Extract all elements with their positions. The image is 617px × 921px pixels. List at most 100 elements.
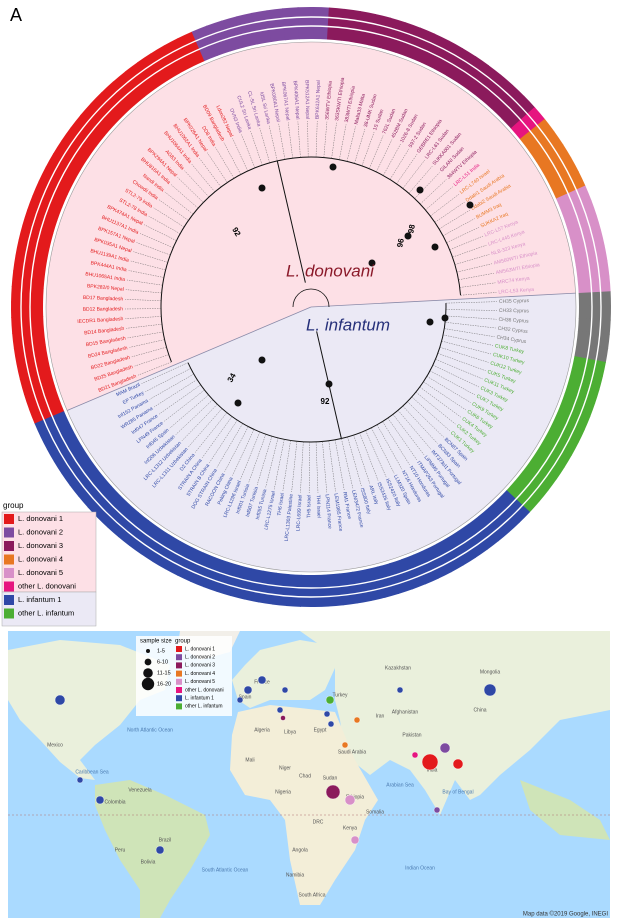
tip-label: CH34 Cyprus — [496, 334, 527, 345]
map-label: China — [473, 707, 486, 713]
tip-branch — [131, 346, 167, 358]
map-label: Bolivia — [141, 859, 156, 865]
size-key — [144, 658, 152, 666]
size-key-label: 16-20 — [157, 681, 171, 687]
group-ring — [13, 254, 48, 276]
tip-label: LPN114 France — [324, 494, 333, 529]
group-ring — [510, 107, 546, 140]
clade-label: L. infantum — [306, 315, 390, 334]
group-ring — [514, 470, 549, 502]
group-ring — [530, 450, 565, 480]
tip-branch — [175, 399, 213, 435]
tip-branch — [420, 179, 447, 205]
tip-label: CH32 Cyprus — [497, 326, 528, 335]
group-ring — [480, 74, 514, 110]
tip-branch — [241, 134, 256, 168]
tip-branch — [334, 439, 345, 491]
tip-label: MRC74 Kenya — [497, 276, 530, 286]
tip-branch — [125, 289, 162, 294]
group-ring — [80, 103, 115, 136]
tip-label: LEM1985 France — [332, 493, 343, 532]
tip-branch — [415, 391, 456, 425]
map-label: Sudan — [323, 775, 338, 781]
map-label: Ethiopia — [346, 794, 364, 800]
group-ring — [576, 330, 610, 349]
group-ring — [177, 31, 206, 68]
node-support — [466, 201, 474, 209]
site-marker — [433, 806, 441, 814]
tip-branch — [411, 396, 450, 431]
tip-branch — [240, 431, 261, 480]
tip-label: BPK406A1 Nepal — [292, 80, 301, 119]
tip-branch — [300, 441, 304, 493]
tip-branch — [459, 282, 496, 288]
tip-branch — [154, 379, 198, 408]
group-ring — [266, 8, 286, 42]
tip-label: BPK282/0 Nepal — [87, 283, 124, 292]
map-label: Kenya — [343, 825, 357, 831]
group-ring — [457, 523, 488, 559]
legend-swatch — [176, 654, 182, 661]
group-ring — [578, 291, 611, 307]
tip-branch — [127, 331, 164, 339]
tip-label: BD14 Bangladesh — [84, 326, 125, 337]
group-ring — [326, 573, 344, 607]
ring-gap — [29, 25, 593, 589]
group-ring — [38, 166, 75, 195]
legend-swatch — [4, 514, 14, 524]
tip-branch — [432, 364, 480, 388]
tip-branch — [456, 263, 492, 273]
map-label: Venezuela — [128, 787, 152, 793]
tip-branch — [322, 441, 327, 493]
tip-branch — [177, 177, 204, 203]
tip-branch — [328, 440, 336, 492]
tip-branch — [128, 270, 164, 278]
group-ring — [528, 131, 564, 163]
node-support — [258, 356, 266, 364]
group-ring — [78, 476, 112, 508]
size-key — [143, 668, 153, 678]
legend-label: other L. donovani — [185, 687, 224, 693]
group-ring — [235, 12, 259, 48]
tip-branch — [331, 122, 337, 159]
map-label: Turkey — [332, 692, 348, 698]
tip-branch — [158, 199, 189, 221]
clade-label: L. donovani — [286, 261, 375, 280]
map-label: South Atlantic Ocean — [202, 867, 249, 873]
group-ring — [53, 444, 89, 475]
tip-branch — [232, 138, 248, 172]
group-ring — [61, 127, 97, 159]
site-marker — [54, 694, 66, 706]
group-ring — [543, 157, 579, 187]
tip-branch — [207, 152, 228, 183]
legend-swatch — [176, 662, 182, 669]
group-ring — [23, 384, 60, 410]
tip-branch — [169, 394, 209, 429]
legend-label: other L. infantum — [185, 704, 223, 710]
tip-branch — [144, 224, 177, 241]
legend-swatch — [176, 678, 182, 685]
tip-branch — [268, 125, 278, 161]
tip-label: LRC-L1303 Palestine — [284, 493, 295, 541]
map-legend-box — [136, 636, 232, 716]
tip-branch — [376, 139, 393, 173]
group-ring — [537, 439, 572, 468]
tip-label: CH33 Cyprus — [499, 308, 530, 315]
map: Kazakhstan Mongolia China India Iran Afghanis… — [8, 631, 610, 918]
group-ring — [191, 25, 218, 62]
tip-branch — [126, 323, 163, 329]
tip-branch — [389, 148, 410, 180]
site-marker — [325, 695, 335, 705]
map-label: Kazakhstan — [385, 665, 411, 671]
map-label: Spain — [239, 694, 252, 700]
group-ring — [46, 433, 82, 463]
size-key-label: 6-10 — [157, 659, 168, 665]
group-ring — [26, 194, 63, 221]
tip-branch — [250, 131, 263, 166]
group-ring — [190, 552, 216, 588]
tip-branch — [216, 423, 243, 468]
node-support — [416, 186, 424, 194]
group-ring — [560, 392, 596, 418]
node-support — [329, 163, 337, 171]
group-ring — [573, 244, 608, 266]
